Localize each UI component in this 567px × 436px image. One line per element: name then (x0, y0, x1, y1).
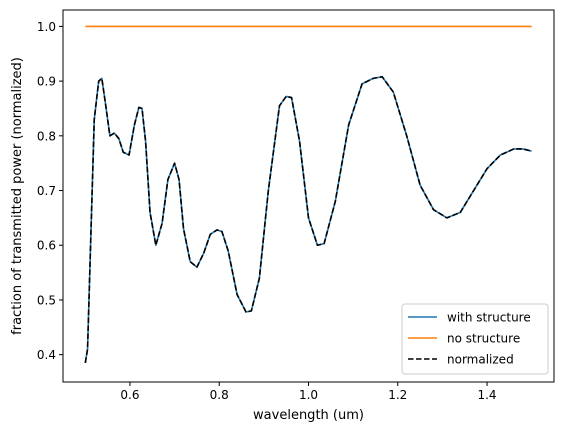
legend-label: normalized (447, 353, 514, 367)
x-axis: 0.6 0.8 1.0 1.2 1.4 (120, 382, 497, 402)
y-tick-label: 0.5 (37, 293, 56, 307)
series-line-3 (84, 75, 532, 363)
legend-label: no structure (447, 332, 520, 346)
y-tick-label: 1.0 (37, 20, 56, 34)
x-tick-label: 1.2 (388, 388, 407, 402)
x-axis-label: wavelength (um) (253, 408, 364, 423)
x-tick-label: 1.4 (477, 388, 496, 402)
y-tick-label: 0.8 (37, 129, 56, 143)
x-tick-label: 0.6 (120, 388, 139, 402)
plot-lines (84, 25, 532, 363)
x-tick-label: 1.0 (299, 388, 318, 402)
y-tick-label: 0.6 (37, 239, 56, 253)
y-tick-label: 0.4 (37, 348, 56, 362)
y-axis-label: fraction of transmitted power (normalize… (10, 57, 25, 335)
legend-box (401, 303, 549, 375)
y-tick-label: 0.9 (37, 75, 56, 89)
x-tick-label: 0.8 (210, 388, 229, 402)
legend: with structure no structure normalized (401, 303, 549, 375)
legend-label: with structure (447, 311, 531, 325)
y-tick-label: 0.7 (37, 184, 56, 198)
y-axis: 0.4 0.5 0.6 0.7 0.8 0.9 1.0 (37, 20, 63, 362)
